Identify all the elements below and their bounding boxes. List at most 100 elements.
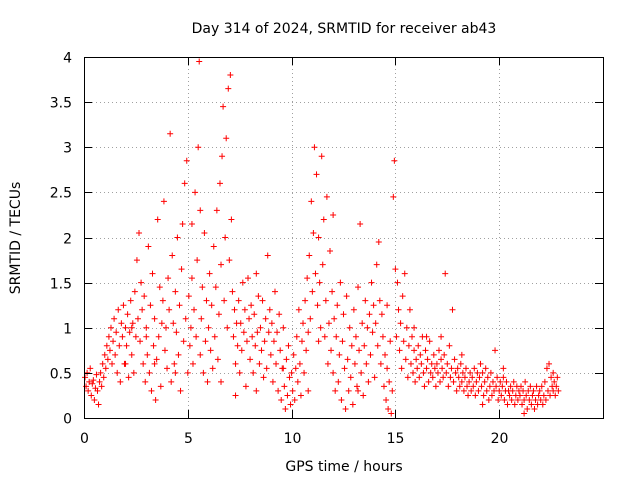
data-point	[311, 144, 318, 151]
data-point	[156, 284, 163, 291]
data-point	[296, 360, 303, 367]
data-point	[506, 392, 513, 399]
data-point	[554, 374, 561, 381]
data-point	[280, 365, 287, 372]
data-point	[370, 302, 377, 309]
data-point	[149, 270, 156, 277]
data-point	[93, 371, 100, 378]
data-point	[198, 315, 205, 322]
data-point	[491, 387, 498, 394]
data-point	[475, 387, 482, 394]
data-point	[480, 392, 487, 399]
data-point	[263, 365, 270, 372]
data-point	[443, 369, 450, 376]
data-point	[374, 342, 381, 349]
data-point	[265, 329, 272, 336]
data-point	[214, 356, 221, 363]
data-point	[170, 320, 177, 327]
data-point	[347, 374, 354, 381]
data-point	[267, 351, 274, 358]
data-point	[117, 378, 124, 385]
data-point	[192, 189, 199, 196]
data-point	[494, 374, 501, 381]
y-tick-label: 0.5	[50, 367, 72, 383]
data-point	[219, 153, 226, 160]
y-tick-label: 2.5	[50, 186, 72, 202]
y-tick-label: 1.5	[50, 277, 72, 293]
data-point	[191, 306, 198, 313]
data-point	[461, 374, 468, 381]
data-point	[532, 396, 539, 403]
data-point	[100, 374, 107, 381]
data-point	[250, 369, 257, 376]
data-point	[337, 279, 344, 286]
data-point	[130, 369, 137, 376]
data-point	[535, 392, 542, 399]
data-point	[339, 338, 346, 345]
data-point	[148, 387, 155, 394]
data-point	[333, 333, 340, 340]
data-point	[479, 401, 486, 408]
data-point	[262, 315, 269, 322]
data-point	[519, 401, 526, 408]
data-point	[325, 320, 332, 327]
data-point	[324, 360, 331, 367]
data-point	[229, 288, 236, 295]
data-point	[441, 351, 448, 358]
data-point	[251, 311, 258, 318]
data-point	[321, 333, 328, 340]
data-point	[369, 329, 376, 336]
data-point	[322, 297, 329, 304]
data-point	[120, 302, 127, 309]
data-point	[305, 387, 312, 394]
data-point	[291, 396, 298, 403]
data-point	[432, 383, 439, 390]
data-point	[362, 297, 369, 304]
data-point	[273, 360, 280, 367]
data-point	[474, 369, 481, 376]
data-point	[495, 396, 502, 403]
data-point	[292, 365, 299, 372]
data-point	[544, 387, 551, 394]
data-point	[473, 378, 480, 385]
data-point	[159, 297, 166, 304]
data-point	[429, 374, 436, 381]
data-point	[248, 302, 255, 309]
data-point	[124, 311, 131, 318]
data-point	[445, 383, 452, 390]
data-point	[425, 378, 432, 385]
data-point	[417, 351, 424, 358]
data-point	[238, 347, 245, 354]
data-point	[189, 360, 196, 367]
data-point	[234, 342, 241, 349]
data-point	[218, 378, 225, 385]
data-point	[414, 365, 421, 372]
data-point	[119, 333, 126, 340]
data-point	[392, 266, 399, 273]
data-point	[107, 324, 114, 331]
data-point	[231, 306, 238, 313]
data-point	[372, 320, 379, 327]
data-point	[379, 333, 386, 340]
data-point	[85, 387, 92, 394]
data-point	[179, 220, 186, 227]
data-point	[330, 369, 337, 376]
data-point	[182, 315, 189, 322]
data-point	[218, 261, 225, 268]
data-point	[236, 369, 243, 376]
data-point	[256, 360, 263, 367]
data-point	[318, 153, 325, 160]
data-point	[507, 383, 514, 390]
data-point	[240, 329, 247, 336]
data-point	[101, 351, 108, 358]
data-point	[497, 378, 504, 385]
data-point	[183, 157, 190, 164]
data-point	[147, 302, 154, 309]
data-point	[465, 392, 472, 399]
data-point	[363, 360, 370, 367]
data-point	[123, 342, 130, 349]
data-point	[411, 347, 418, 354]
data-point	[246, 315, 253, 322]
data-point	[389, 387, 396, 394]
data-point	[348, 342, 355, 349]
